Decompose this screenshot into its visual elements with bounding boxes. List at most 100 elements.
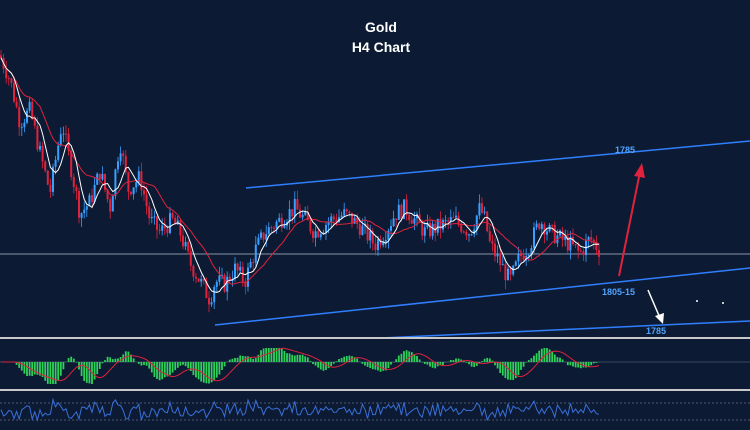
bull-candle	[397, 204, 400, 220]
oscillator-bar	[278, 348, 281, 362]
bull-candle	[39, 145, 41, 150]
bull-candle	[535, 223, 538, 228]
oscillator-bar	[517, 362, 520, 376]
bear-candle	[10, 78, 13, 83]
bull-candle	[338, 217, 340, 222]
rsi-line	[0, 397, 600, 422]
bear-candle	[579, 250, 582, 252]
bull-candle	[239, 266, 242, 271]
bull-candle	[117, 161, 119, 170]
bear-candle	[7, 78, 10, 80]
bear-candle	[236, 263, 239, 271]
bull-candle	[325, 224, 327, 233]
bull-candle	[153, 216, 156, 218]
bear-candle	[543, 224, 546, 235]
bull-candle	[26, 110, 28, 123]
bear-candle	[509, 268, 512, 275]
oscillator-bar	[182, 362, 184, 365]
bull-candle	[473, 229, 476, 235]
bear-candle	[410, 219, 413, 224]
oscillator-bar	[312, 362, 314, 365]
bear-candle	[351, 212, 353, 224]
bear-candle	[49, 184, 52, 192]
oscillator-bar	[382, 362, 385, 371]
bear-candle	[189, 251, 192, 266]
oscillator-bar	[67, 358, 70, 362]
oscillator-bar	[254, 358, 257, 362]
marker-dot	[722, 302, 724, 304]
bear-candle	[462, 231, 465, 233]
bull-candle	[483, 211, 486, 213]
down-arrow-head	[655, 313, 664, 324]
oscillator-bar	[439, 362, 442, 366]
oscillator-bar	[384, 362, 387, 371]
bull-candle	[226, 276, 229, 292]
oscillator-bar	[314, 362, 317, 366]
oscillator-bar	[574, 362, 577, 368]
bear-candle	[439, 218, 442, 230]
bear-candle	[244, 281, 247, 287]
oscillator-bar	[153, 362, 156, 377]
bull-candle	[288, 209, 291, 222]
oscillator-bar	[41, 362, 44, 378]
bear-candle	[280, 217, 283, 228]
oscillator-bar	[452, 360, 455, 362]
oscillator-bar	[31, 362, 34, 376]
bear-candle	[109, 199, 112, 212]
oscillator-bar	[109, 357, 112, 362]
oscillator-bar	[26, 362, 28, 377]
bear-candle	[75, 187, 78, 191]
bull-candle	[382, 242, 385, 246]
oscillator-bar	[117, 358, 119, 362]
bear-candle	[228, 276, 231, 281]
oscillator-bar	[252, 358, 255, 362]
oscillator-bar	[595, 362, 598, 363]
bear-candle	[572, 237, 574, 245]
bear-candle	[429, 222, 431, 237]
bear-candle	[312, 231, 314, 238]
bear-candle	[197, 278, 200, 282]
oscillator-bar	[236, 357, 239, 362]
oscillator-bar	[527, 360, 530, 362]
oscillator-bar	[499, 362, 502, 374]
oscillator-bar	[101, 362, 104, 364]
oscillator-bar	[325, 362, 327, 371]
bull-candle	[517, 254, 520, 262]
bear-candle	[122, 153, 125, 156]
oscillator-bar	[283, 350, 286, 362]
bull-candle	[340, 215, 343, 218]
bull-candle	[215, 281, 218, 287]
oscillator-bar	[210, 362, 213, 383]
oscillator-bar	[301, 354, 304, 362]
oscillator-bar	[223, 362, 226, 367]
bull-candle	[62, 133, 65, 135]
bull-candle	[210, 302, 213, 305]
bull-candle	[431, 223, 434, 237]
bear-candle	[379, 239, 382, 246]
oscillator-bar	[507, 362, 509, 380]
oscillator-bar	[62, 362, 65, 370]
bear-candle	[561, 230, 564, 240]
bull-candle	[132, 187, 135, 195]
oscillator-bar	[462, 360, 465, 362]
bull-candle	[501, 264, 504, 266]
bear-candle	[70, 150, 73, 178]
oscillator-bar	[202, 362, 205, 383]
bear-candle	[223, 275, 226, 292]
bear-candle	[465, 231, 468, 236]
bull-candle	[387, 230, 390, 240]
oscillator-bar	[104, 360, 106, 362]
oscillator-bar	[364, 362, 366, 366]
bear-candle	[205, 280, 208, 298]
oscillator-bar	[270, 348, 273, 362]
bull-candle	[85, 206, 88, 210]
bull-candle	[384, 239, 387, 243]
oscillator-bar	[413, 354, 416, 362]
bull-candle	[161, 225, 164, 231]
bull-candle	[392, 218, 395, 227]
bull-candle	[169, 213, 171, 233]
bull-candle	[101, 173, 104, 180]
oscillator-bar	[395, 359, 398, 362]
oscillator-bar	[410, 352, 413, 362]
